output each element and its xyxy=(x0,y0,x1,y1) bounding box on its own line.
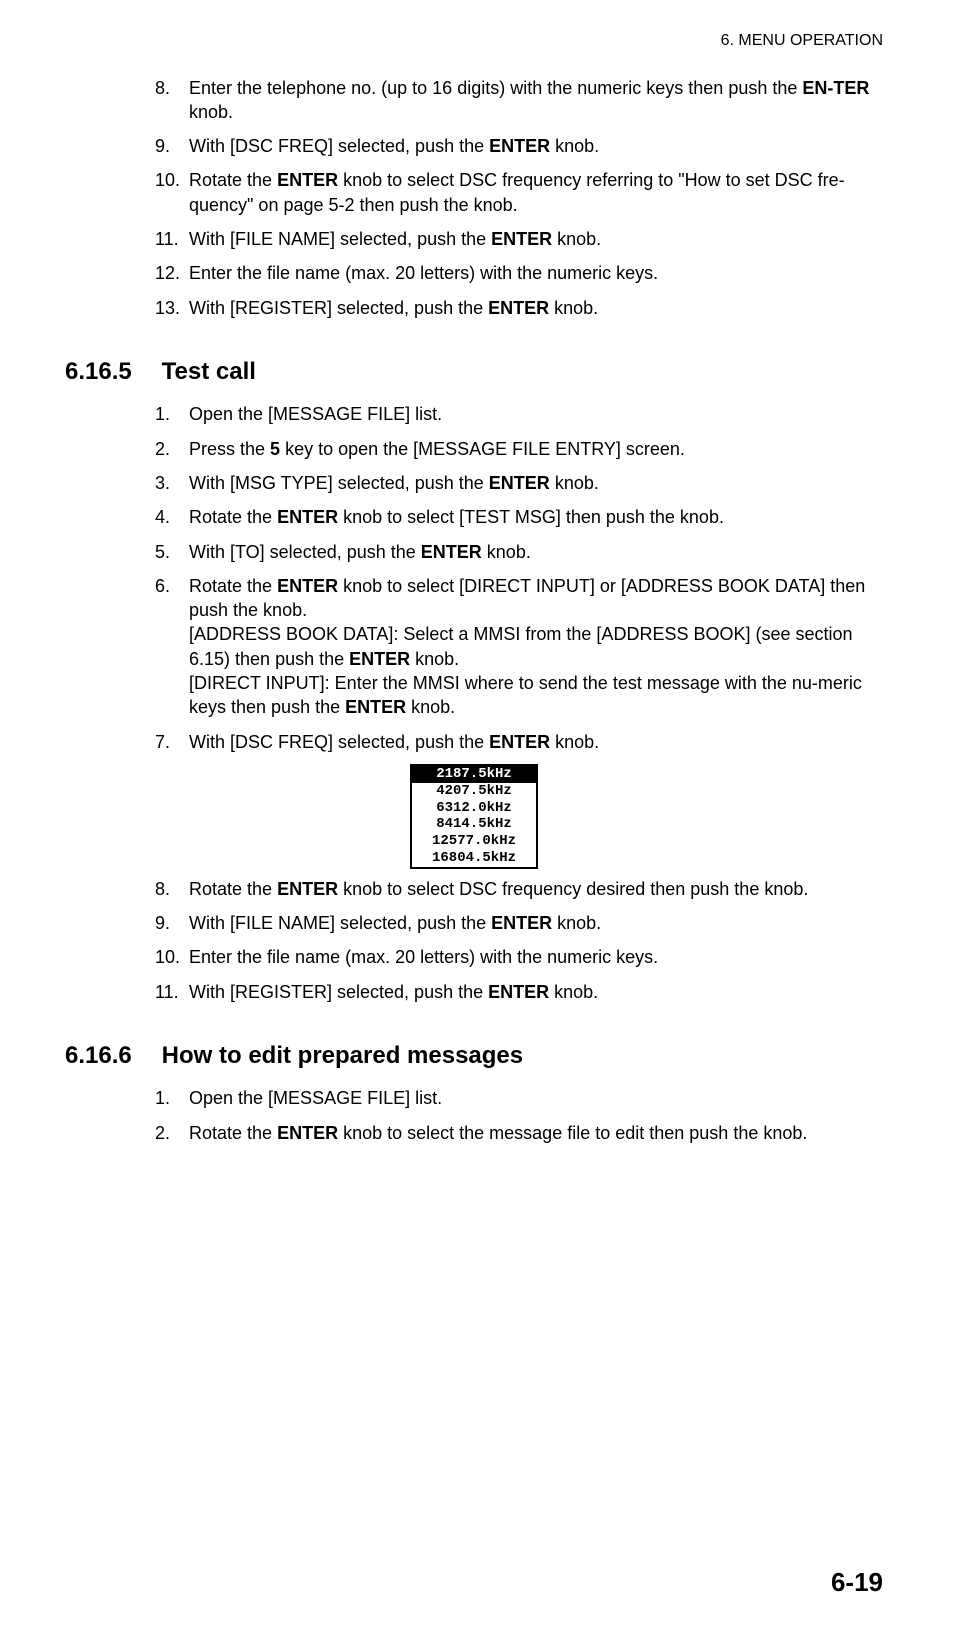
list-item-text: Rotate the ENTER knob to select the mess… xyxy=(189,1123,807,1143)
list-item-number: 7. xyxy=(155,730,170,754)
list-item: 13. With [REGISTER] selected, push the EN… xyxy=(155,296,883,320)
list-item: 4. Rotate the ENTER knob to select [TEST … xyxy=(155,505,883,529)
list-item: 9. With [FILE NAME] selected, push the EN… xyxy=(155,911,883,935)
list-item-text: Enter the file name (max. 20 letters) wi… xyxy=(189,947,658,967)
list-item-number: 9. xyxy=(155,134,170,158)
list-item-number: 1. xyxy=(155,402,170,426)
list-item-number: 13. xyxy=(155,296,180,320)
frequency-selected: 2187.5kHz xyxy=(412,766,536,783)
ordered-list-b-continued: 8. Rotate the ENTER knob to select DSC fr… xyxy=(155,877,883,1004)
list-item-text: With [TO] selected, push the ENTER knob. xyxy=(189,542,531,562)
list-item-text: Open the [MESSAGE FILE] list. xyxy=(189,1088,442,1108)
list-item: 2. Rotate the ENTER knob to select the me… xyxy=(155,1121,883,1145)
frequency-option: 4207.5kHz xyxy=(412,783,536,800)
list-item: 6. Rotate the ENTER knob to select [DIREC… xyxy=(155,574,883,720)
frequency-option: 16804.5kHz xyxy=(412,850,536,867)
list-item: 9. With [DSC FREQ] selected, push the ENT… xyxy=(155,134,883,158)
list-item-number: 4. xyxy=(155,505,170,529)
list-item-text: Rotate the ENTER knob to select [TEST MS… xyxy=(189,507,724,527)
list-item-number: 9. xyxy=(155,911,170,935)
list-item: 8. Rotate the ENTER knob to select DSC fr… xyxy=(155,877,883,901)
section-title-text: Test call xyxy=(162,358,256,385)
list-item-number: 10. xyxy=(155,168,180,192)
list-item: 11. With [FILE NAME] selected, push the E… xyxy=(155,227,883,251)
ordered-list-b: 1. Open the [MESSAGE FILE] list. 2. Press t… xyxy=(155,402,883,754)
page-number: 6-19 xyxy=(831,1565,883,1600)
section-heading-test-call: 6.16.5 Test call xyxy=(65,356,883,388)
list-item-text: With [REGISTER] selected, push the ENTER… xyxy=(189,982,598,1002)
list-item-number: 6. xyxy=(155,574,170,598)
list-item: 8. Enter the telephone no. (up to 16 digi… xyxy=(155,76,883,125)
list-item-text: With [FILE NAME] selected, push the ENTE… xyxy=(189,229,601,249)
list-item-number: 11. xyxy=(155,227,179,251)
list-item-text: Rotate the ENTER knob to select DSC freq… xyxy=(189,879,808,899)
list-item-text: With [FILE NAME] selected, push the ENTE… xyxy=(189,913,601,933)
list-item-number: 2. xyxy=(155,1121,170,1145)
list-item: 1. Open the [MESSAGE FILE] list. xyxy=(155,402,883,426)
list-item-number: 5. xyxy=(155,540,170,564)
list-item-number: 1. xyxy=(155,1086,170,1110)
list-item-text: Enter the telephone no. (up to 16 digits… xyxy=(189,78,869,122)
list-item-text: With [DSC FREQ] selected, push the ENTER… xyxy=(189,732,599,752)
frequency-option: 6312.0kHz xyxy=(412,800,536,817)
list-item-number: 10. xyxy=(155,945,180,969)
list-item: 5. With [TO] selected, push the ENTER kno… xyxy=(155,540,883,564)
list-item-number: 8. xyxy=(155,877,170,901)
list-item: 11. With [REGISTER] selected, push the EN… xyxy=(155,980,883,1004)
chapter-header: 6. MENU OPERATION xyxy=(65,30,883,52)
list-item: 1. Open the [MESSAGE FILE] list. xyxy=(155,1086,883,1110)
list-item-number: 8. xyxy=(155,76,170,100)
list-item: 12. Enter the file name (max. 20 letters)… xyxy=(155,261,883,285)
list-item: 7. With [DSC FREQ] selected, push the ENT… xyxy=(155,730,883,754)
section-number: 6.16.5 xyxy=(65,356,155,388)
section-title-text: How to edit prepared messages xyxy=(162,1042,523,1069)
list-item: 3. With [MSG TYPE] selected, push the ENT… xyxy=(155,471,883,495)
list-item-text: Press the 5 key to open the [MESSAGE FIL… xyxy=(189,439,685,459)
frequency-option: 12577.0kHz xyxy=(412,833,536,850)
dsc-frequency-list: 2187.5kHz4207.5kHz6312.0kHz8414.5kHz1257… xyxy=(410,764,538,869)
list-item-number: 2. xyxy=(155,437,170,461)
list-item-number: 11. xyxy=(155,980,179,1004)
section-heading-edit-messages: 6.16.6 How to edit prepared messages xyxy=(65,1040,883,1072)
list-item-text: With [DSC FREQ] selected, push the ENTER… xyxy=(189,136,599,156)
list-item-number: 12. xyxy=(155,261,180,285)
list-item-text: Open the [MESSAGE FILE] list. xyxy=(189,404,442,424)
frequency-option: 8414.5kHz xyxy=(412,816,536,833)
list-item: 2. Press the 5 key to open the [MESSAGE F… xyxy=(155,437,883,461)
ordered-list-c: 1. Open the [MESSAGE FILE] list. 2. Rotate … xyxy=(155,1086,883,1145)
list-item-text: Rotate the ENTER knob to select [DIRECT … xyxy=(189,576,865,717)
ordered-list-a: 8. Enter the telephone no. (up to 16 digi… xyxy=(155,76,883,320)
list-item: 10. Rotate the ENTER knob to select DSC f… xyxy=(155,168,883,217)
list-item-text: With [REGISTER] selected, push the ENTER… xyxy=(189,298,598,318)
section-number: 6.16.6 xyxy=(65,1040,155,1072)
list-item-number: 3. xyxy=(155,471,170,495)
list-item-text: With [MSG TYPE] selected, push the ENTER… xyxy=(189,473,599,493)
list-item: 10. Enter the file name (max. 20 letters)… xyxy=(155,945,883,969)
list-item-text: Rotate the ENTER knob to select DSC freq… xyxy=(189,170,845,214)
list-item-text: Enter the file name (max. 20 letters) wi… xyxy=(189,263,658,283)
